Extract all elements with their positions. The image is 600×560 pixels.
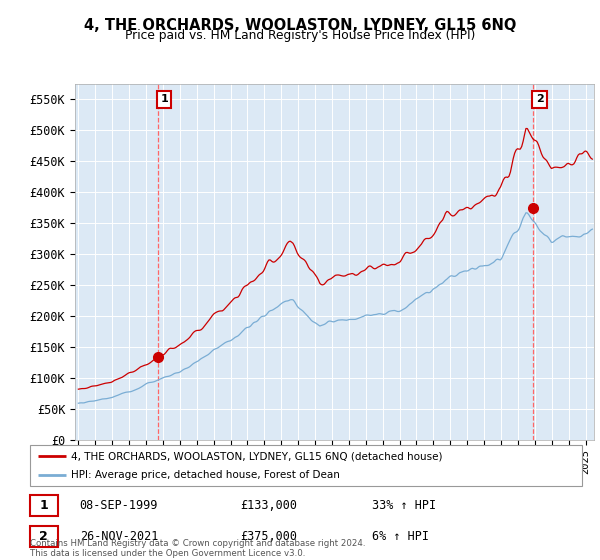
Text: £375,000: £375,000 — [240, 530, 297, 543]
Text: 33% ↑ HPI: 33% ↑ HPI — [372, 499, 436, 512]
Text: Contains HM Land Registry data © Crown copyright and database right 2024.
This d: Contains HM Land Registry data © Crown c… — [30, 539, 365, 558]
Text: 2: 2 — [40, 530, 48, 543]
Text: HPI: Average price, detached house, Forest of Dean: HPI: Average price, detached house, Fore… — [71, 470, 340, 479]
Text: 1: 1 — [40, 499, 48, 512]
Text: 2: 2 — [536, 95, 544, 105]
Text: 08-SEP-1999: 08-SEP-1999 — [80, 499, 158, 512]
Bar — [30, 495, 58, 516]
Text: Price paid vs. HM Land Registry's House Price Index (HPI): Price paid vs. HM Land Registry's House … — [125, 29, 475, 42]
Text: 4, THE ORCHARDS, WOOLASTON, LYDNEY, GL15 6NQ (detached house): 4, THE ORCHARDS, WOOLASTON, LYDNEY, GL15… — [71, 451, 443, 461]
Text: 4, THE ORCHARDS, WOOLASTON, LYDNEY, GL15 6NQ: 4, THE ORCHARDS, WOOLASTON, LYDNEY, GL15… — [84, 18, 516, 33]
Text: 1: 1 — [160, 95, 168, 105]
Text: 26-NOV-2021: 26-NOV-2021 — [80, 530, 158, 543]
Text: 6% ↑ HPI: 6% ↑ HPI — [372, 530, 429, 543]
Bar — [30, 526, 58, 547]
Text: £133,000: £133,000 — [240, 499, 297, 512]
